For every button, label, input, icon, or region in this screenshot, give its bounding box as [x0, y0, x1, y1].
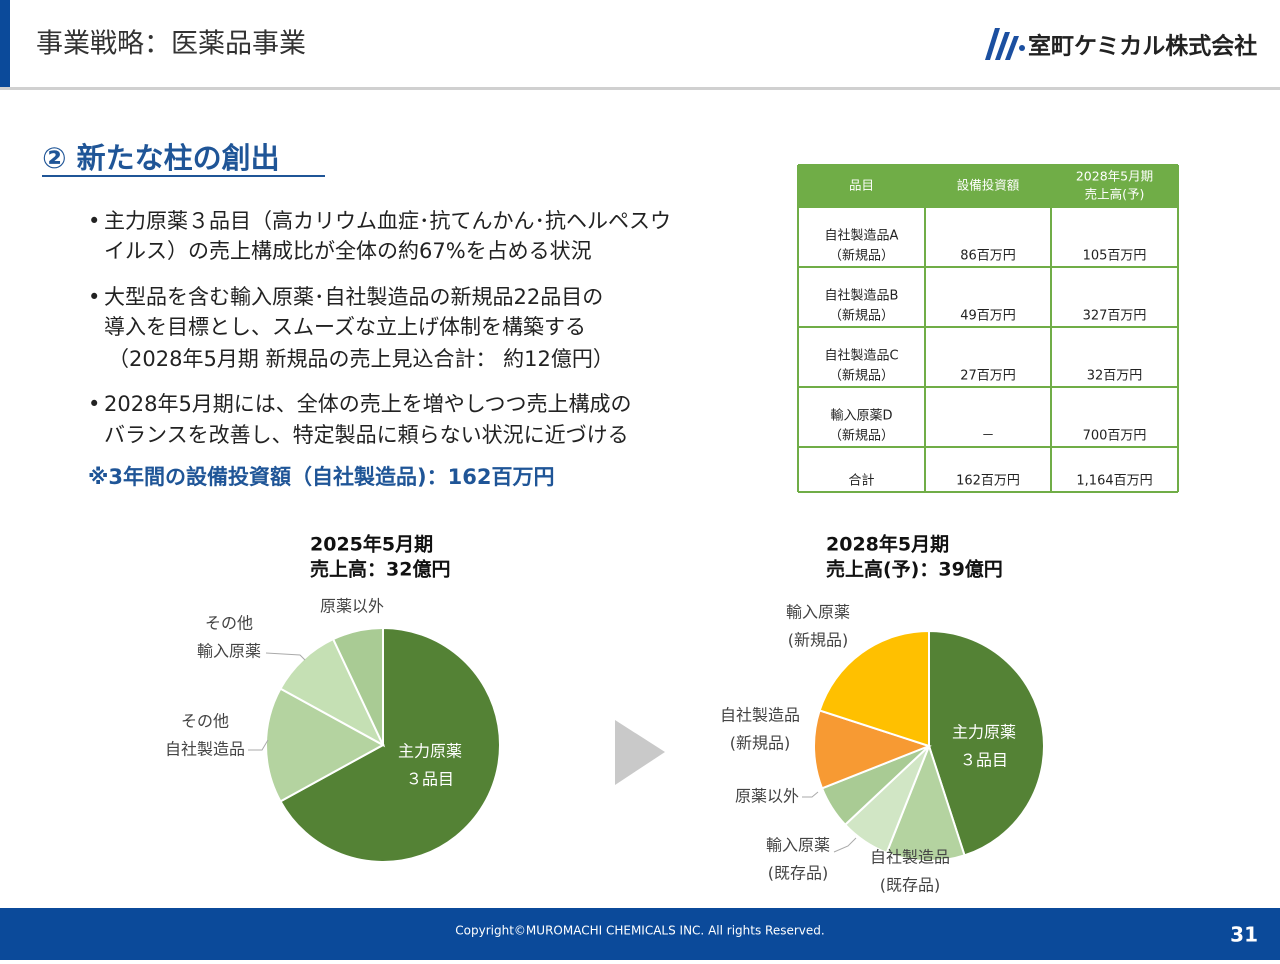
slice-label: ３品目 [406, 770, 454, 789]
slice-label: (既存品) [880, 876, 941, 895]
pie-title: 2025年5月期 [310, 533, 433, 556]
table-cell: 327百万円 [1083, 309, 1147, 324]
table-header-cell: 設備投資額 [957, 178, 1020, 193]
pie-slice [818, 629, 930, 748]
bullet-text: イルス）の売上構成比が全体の約67%を占める状況 [104, 239, 592, 263]
pie-slice [279, 637, 386, 748]
table-cell: 86百万円 [960, 249, 1016, 264]
table-cell: 自社製造品B [825, 288, 899, 304]
note: ※3年間の設備投資額（自社製造品)：162百万円 [88, 465, 554, 489]
table-cell: 700百万円 [1083, 429, 1147, 444]
table-cell: 自社製造品C [824, 348, 898, 364]
bullet-dot: • [88, 209, 100, 233]
pie-slice [265, 687, 386, 803]
pie-slice [279, 626, 501, 863]
table-cell: 輸入原薬D [830, 409, 892, 424]
copyright: Copyright©MUROMACHI CHEMICALS INC. All r… [455, 924, 824, 938]
header-accent [0, 0, 10, 88]
slice-label: その他 [205, 614, 253, 633]
table-header-bg [798, 165, 1178, 207]
table-cell: 105百万円 [1083, 249, 1147, 264]
slice-label: (新規品) [730, 734, 791, 753]
slice-label: 原薬以外 [320, 597, 384, 616]
bullet-text: 導入を目標とし、スムーズな立上げ体制を構築する [104, 315, 586, 339]
table-cell: （新規品） [829, 428, 894, 444]
slice-label: (既存品) [768, 864, 829, 883]
bullet-text: 主力原薬３品目（高カリウム血症･抗てんかん･抗ヘルペスウ [104, 209, 671, 233]
slice-label: その他 [181, 712, 229, 731]
bullet-dot: • [88, 392, 100, 416]
leader-line [265, 652, 306, 661]
slice-label: 自社製造品 [720, 706, 800, 725]
header-rule [0, 87, 1280, 90]
slice-label: 主力原薬 [952, 723, 1016, 742]
section-heading: ② 新たな柱の創出 [42, 141, 280, 175]
slice-label: 自社製造品 [870, 848, 950, 867]
table-cell: （新規品） [829, 308, 894, 324]
pie-chart: 2025年5月期売上高：32億円主力原薬３品目その他自社製造品その他輸入原薬原薬… [165, 533, 501, 863]
pie-slice [928, 629, 1045, 857]
table-cell: 自社製造品A [825, 228, 899, 244]
pie-title: 2028年5月期 [826, 533, 949, 556]
slice-label: 原薬以外 [735, 787, 799, 806]
table-cell: 合計 [848, 473, 874, 489]
bullet-text: バランスを改善し、特定製品に頼らない状況に近づける [104, 423, 629, 447]
table-cell: 27百万円 [960, 369, 1016, 384]
table-header-cell: 品目 [849, 178, 874, 193]
table-header-cell: 2028年5月期 [1076, 169, 1153, 184]
bullet-text: 大型品を含む輸入原薬･自社製造品の新規品22品目の [104, 285, 603, 309]
slice-label: 輸入原薬 [786, 603, 850, 622]
pie-slice [885, 743, 966, 862]
logo-icon [985, 28, 1025, 60]
footer-bar [0, 908, 1280, 960]
table-cell: 1,164百万円 [1076, 474, 1152, 489]
table-cell: － [981, 429, 994, 444]
table-cell: （新規品） [829, 368, 894, 384]
leader-line [833, 837, 857, 853]
page-number: 31 [1230, 923, 1258, 947]
table-header-cell: 売上高(予) [1085, 187, 1145, 202]
table-cell: （新規品） [829, 248, 894, 264]
table-cell: 162百万円 [956, 474, 1020, 489]
pie-slice [331, 626, 384, 746]
pie-slice [813, 709, 932, 790]
pie-subtitle: 売上高：32億円 [310, 558, 450, 581]
slice-label: 自社製造品 [165, 740, 245, 759]
slice-label: 輸入原薬 [197, 642, 261, 661]
bullet-text: （2028年5月期 新規品の売上見込合計： 約12億円） [108, 347, 614, 371]
arrow [615, 720, 665, 785]
table-cell: 32百万円 [1087, 369, 1143, 384]
slice-label: 輸入原薬 [766, 836, 830, 855]
slice-label: 主力原薬 [398, 742, 462, 761]
leader-line [802, 791, 819, 798]
bullet-dot: • [88, 285, 100, 309]
pie-chart: 2028年5月期売上高(予)：39億円主力原薬３品目自社製造品(既存品)輸入原薬… [720, 533, 1045, 895]
leader-line [248, 739, 269, 751]
bullet-text: 2028年5月期には、全体の売上を増やしつつ売上構成の [104, 392, 632, 416]
slice-label: (新規品) [788, 631, 849, 650]
logo-text: 室町ケミカル株式会社 [1028, 33, 1257, 60]
slice-label: ３品目 [960, 751, 1008, 770]
table-cell: 49百万円 [960, 309, 1016, 324]
header-title: 事業戦略：医薬品事業 [36, 29, 306, 60]
pie-subtitle: 売上高(予)：39億円 [826, 558, 1003, 581]
